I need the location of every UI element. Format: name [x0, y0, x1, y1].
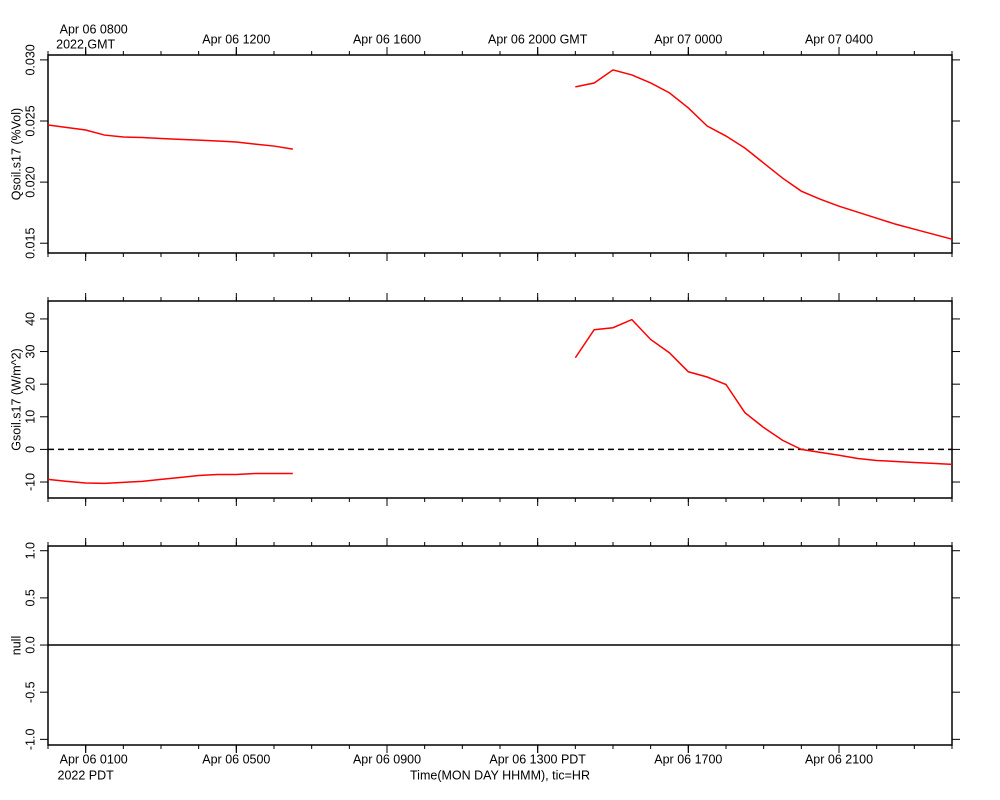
data-line: [47, 69, 953, 240]
x-tick-label: Apr 06 1700: [654, 752, 722, 766]
y-axis-label: Gsoil.s17 (W/m^2): [9, 348, 23, 450]
y-tick-label: 0.030: [23, 44, 37, 75]
y-tick-label: 1.0: [23, 542, 37, 559]
x-tick-label: Apr 06 1200: [202, 32, 270, 46]
y-tick-label: 40: [23, 312, 37, 326]
x-tick-label: Apr 06 1600: [353, 32, 421, 46]
x-tick-sublabel: 2022 GMT: [56, 37, 115, 51]
x-tick-label: Apr 06 2100: [805, 752, 873, 766]
y-tick-label: 0: [23, 446, 37, 453]
y-tick-label: 0.0: [23, 636, 37, 653]
y-tick-label: -0.5: [23, 681, 37, 703]
x-tick-label: Apr 07 0000: [654, 32, 722, 46]
x-tick-label: Apr 06 0100: [60, 752, 128, 766]
y-axis-label: Qsoil.s17 (%Vol): [9, 108, 23, 200]
y-tick-label: 0.5: [23, 589, 37, 606]
y-tick-label: 0.020: [23, 166, 37, 197]
x-tick-label: Apr 06 2000 GMT: [488, 32, 588, 46]
x-tick-label: Apr 06 0800: [60, 22, 128, 36]
x-tick-label: Apr 06 0500: [202, 752, 270, 766]
x-tick-label: Apr 06 0900: [353, 752, 421, 766]
x-tick-label: Apr 06 1300 PDT: [489, 752, 586, 766]
y-tick-label: 10: [23, 410, 37, 424]
y-tick-label: -1.0: [23, 729, 37, 751]
x-axis-label: Time(MON DAY HHMM), tic=HR: [410, 768, 590, 782]
y-tick-label: 0.015: [23, 228, 37, 259]
data-line: [47, 318, 953, 485]
y-tick-label: 30: [23, 345, 37, 359]
x-tick-sublabel: 2022 PDT: [58, 768, 115, 782]
y-tick-label: 20: [23, 377, 37, 391]
y-tick-label: -10: [23, 473, 37, 491]
y-tick-label: 0.025: [23, 105, 37, 136]
y-axis-label: null: [9, 636, 23, 655]
plot-frame: [47, 300, 953, 499]
plot-frame: [47, 54, 953, 254]
x-tick-label: Apr 07 0400: [805, 32, 873, 46]
